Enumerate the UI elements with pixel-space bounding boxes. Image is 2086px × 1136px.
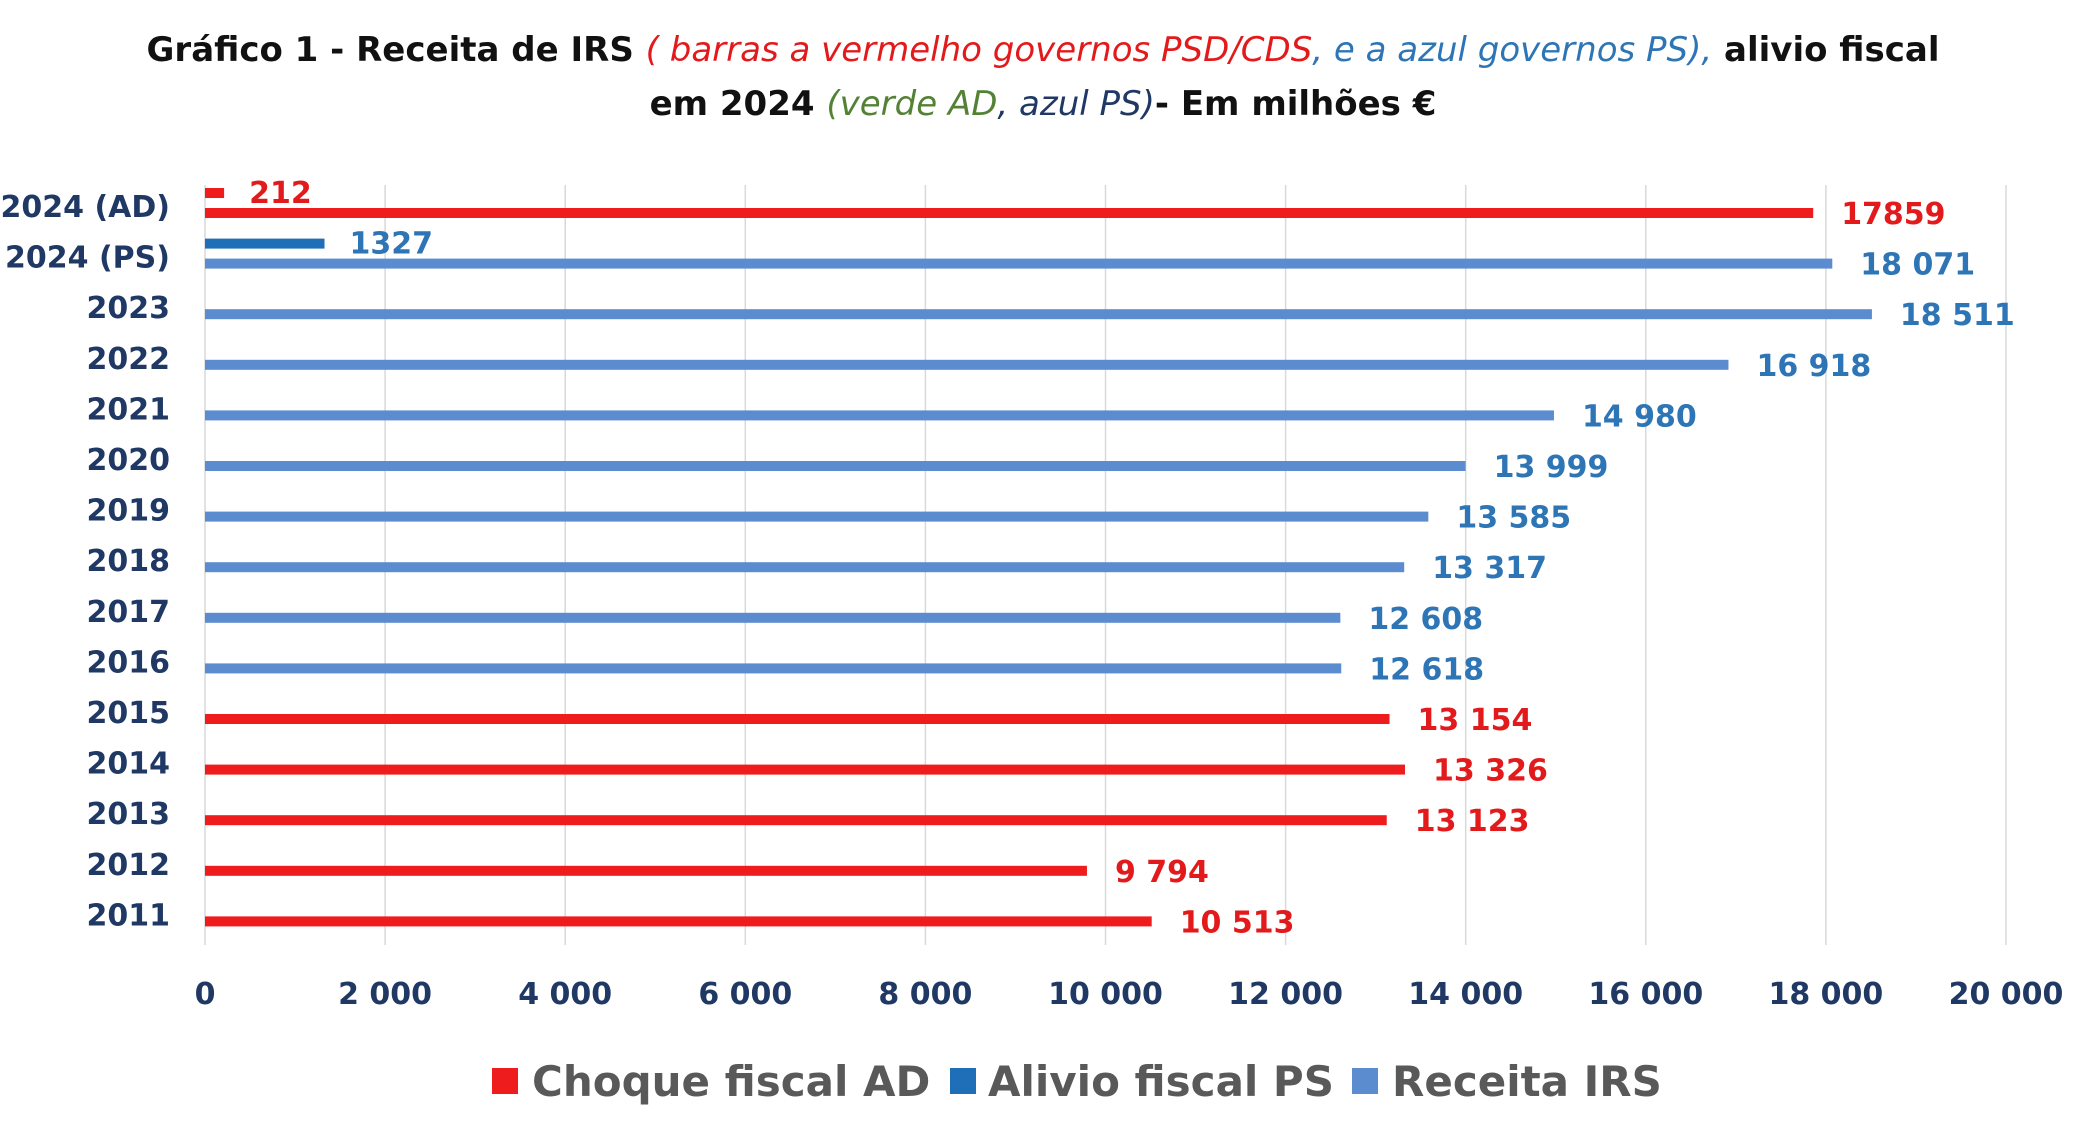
category-label: 2019 [87,494,171,529]
title-part-main: Gráfico 1 - Receita de IRS [146,30,646,70]
data-label: 9 794 [1115,855,1209,890]
data-label: 18 511 [1900,298,2015,333]
legend-label: Alivio fiscal PS [988,1057,1334,1106]
category-label: 2017 [87,595,171,630]
category-label: 2021 [87,392,171,427]
category-label: 2018 [87,544,171,579]
bar [205,188,225,198]
category-label: 2024 (PS) [5,241,170,276]
data-label: 13 123 [1415,804,1530,839]
data-label: 12 608 [1368,602,1483,637]
bar [205,916,1152,927]
x-tick-label: 20 000 [1949,977,2064,1012]
bar [205,815,1387,826]
category-labels: 2024 (AD) 2024 (PS) 2023 2022 2021 2020 2019 20… [1,190,170,933]
legend-swatch [950,1068,976,1094]
x-tick-label: 12 000 [1228,977,1343,1012]
bar [205,714,1390,724]
x-tick-label: 4 000 [518,977,612,1012]
x-tick-label: 18 000 [1768,977,1883,1012]
category-label: 2014 [87,747,171,782]
category-label: 2013 [87,797,171,832]
category-label: 2015 [87,696,171,731]
title-part-blue: a azul governos PS), [1365,30,1713,70]
bar [205,258,1833,269]
data-label: 212 [249,176,312,211]
title-part-sep-2: , [997,84,1020,124]
bar [205,865,1087,876]
x-tick-label: 16 000 [1588,977,1703,1012]
data-label: 16 918 [1756,349,1871,384]
title-part-green: (verde AD [826,84,998,124]
x-tick-label: 10 000 [1048,977,1163,1012]
bar [205,410,1554,421]
bars: 212 17859 1327 18 071 18 511 16 918 14 980 13 9… [205,176,2015,940]
data-label: 13 317 [1432,551,1547,586]
title-part-main-2: em 2024 [649,84,827,124]
legend-swatch [1352,1068,1378,1094]
data-label: 10 513 [1180,905,1295,940]
bar [205,208,1814,218]
data-label: 17859 [1841,197,1945,232]
title-part-end: alivio fiscal [1712,30,1940,70]
bar [205,511,1429,522]
title-part-navy: azul PS) [1019,84,1155,124]
data-label: 18 071 [1860,248,1975,283]
bar [205,562,1405,573]
x-tick-label: 2 000 [338,977,432,1012]
x-tick-label: 0 [195,977,216,1012]
category-label: 2022 [87,342,171,377]
category-label: 2016 [87,645,171,680]
x-tick-label: 14 000 [1408,977,1523,1012]
bar [205,764,1406,775]
bar [205,461,1466,471]
data-label: 14 980 [1582,399,1697,434]
legend: Choque fiscal AD Alivio fiscal PS Receita … [492,1057,1662,1106]
x-tick-labels: 0 2 000 4 000 6 000 8 000 10 000 12 000 14 000 1… [195,977,2064,1012]
data-label: 13 999 [1494,450,1609,485]
data-label: 13 326 [1433,754,1548,789]
chart-title-line-1: Gráfico 1 - Receita de IRS ( barras a ve… [0,30,2086,70]
bar [205,359,1729,370]
data-label: 13 154 [1418,703,1533,738]
legend-label: Receita IRS [1392,1057,1662,1106]
title-part-sep: , e [1312,30,1366,70]
x-tick-label: 6 000 [698,977,792,1012]
data-label: 12 618 [1369,652,1484,687]
title-part-red: ( barras a vermelho governos PSD/CDS [645,30,1313,70]
data-label: 13 585 [1456,501,1571,536]
bar [205,612,1341,623]
category-label: 2020 [87,443,171,478]
category-label: 2024 (AD) [1,190,170,225]
chart-title-line-2: em 2024 (verde AD, azul PS)- Em milhões … [0,84,2086,124]
bar [205,309,1872,320]
x-tick-label: 8 000 [878,977,972,1012]
title-part-end-2: - Em milhões € [1154,84,1437,124]
legend-swatch [492,1068,518,1094]
legend-label: Choque fiscal AD [532,1057,930,1106]
data-label: 1327 [349,227,433,262]
category-label: 2011 [87,898,171,933]
bar [205,238,325,249]
bar [205,663,1342,674]
category-label: 2012 [87,848,171,883]
category-label: 2023 [87,291,171,326]
